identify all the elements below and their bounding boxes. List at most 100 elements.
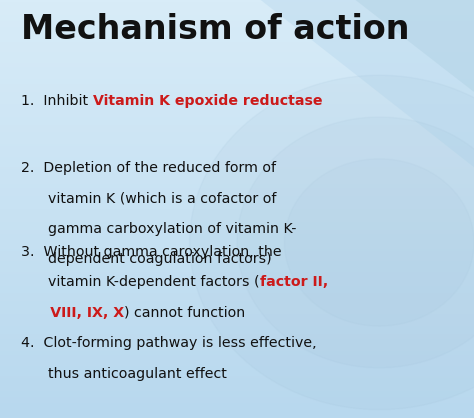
Text: gamma carboxylation of vitamin K-: gamma carboxylation of vitamin K- [21,222,297,236]
Bar [0,109,474,111]
Bar [0,357,474,359]
Bar [0,341,474,343]
Bar [0,401,474,403]
Bar [0,242,474,245]
Bar [0,163,474,165]
Bar [0,148,474,150]
Bar [0,6,474,8]
Bar [0,291,474,293]
Bar [0,82,474,84]
Bar [0,270,474,272]
Bar [0,182,474,184]
Bar [0,249,474,251]
Bar [0,188,474,190]
Bar [0,92,474,94]
Bar [0,61,474,63]
Bar [0,385,474,387]
Polygon shape [190,75,474,410]
Text: thus anticoagulant effect: thus anticoagulant effect [21,367,227,381]
Bar [0,173,474,176]
Bar [0,353,474,355]
Bar [0,77,474,79]
Bar [0,59,474,61]
Bar [0,2,474,4]
Bar [0,261,474,263]
Bar [0,347,474,349]
Bar [0,169,474,171]
Bar [0,171,474,173]
Bar [0,63,474,65]
Bar [0,86,474,88]
Bar [0,102,474,104]
Bar [0,368,474,370]
Bar [0,399,474,401]
Bar [0,380,474,382]
Bar [0,73,474,75]
Bar [0,351,474,353]
Bar [0,222,474,224]
Bar [0,130,474,132]
Bar [0,349,474,351]
Bar [0,219,474,222]
Bar [0,416,474,418]
Bar [0,15,474,17]
Bar [0,17,474,19]
Bar [0,184,474,186]
Bar [0,69,474,71]
Bar [0,153,474,155]
Bar [0,186,474,188]
Bar [0,104,474,107]
Bar [0,161,474,163]
Bar [0,115,474,117]
Bar [0,280,474,282]
Bar [0,94,474,96]
Bar [0,259,474,261]
Bar [0,265,474,268]
Bar [0,274,474,276]
Bar [0,84,474,86]
Bar [0,196,474,199]
Bar [0,328,474,330]
Bar [0,107,474,109]
Bar [0,42,474,44]
Bar [0,31,474,33]
Bar [0,299,474,301]
Bar [0,257,474,259]
Bar [0,391,474,393]
Bar [0,117,474,119]
Bar [0,320,474,322]
Bar [0,13,474,15]
Bar [0,389,474,391]
Bar [0,98,474,100]
Bar [0,224,474,226]
Bar [0,140,474,142]
Bar [0,10,474,13]
Bar [0,123,474,125]
Bar [0,295,474,297]
Bar [0,236,474,238]
Bar [0,159,474,161]
Bar [0,272,474,274]
Text: 2.  Depletion of the reduced form of: 2. Depletion of the reduced form of [21,161,276,175]
Bar [0,213,474,215]
Bar [0,309,474,311]
Bar [0,54,474,56]
Bar [0,251,474,253]
Bar [0,100,474,102]
Bar [0,0,474,2]
Bar [0,44,474,46]
Bar [0,190,474,192]
Polygon shape [237,117,474,368]
Bar [0,56,474,59]
Bar [0,405,474,408]
Bar [0,205,474,207]
Bar [0,370,474,372]
Bar [0,203,474,205]
Bar [0,25,474,27]
Bar [0,278,474,280]
Bar [0,119,474,121]
Bar [0,305,474,307]
Bar [0,8,474,10]
Bar [0,334,474,336]
Polygon shape [284,159,474,326]
